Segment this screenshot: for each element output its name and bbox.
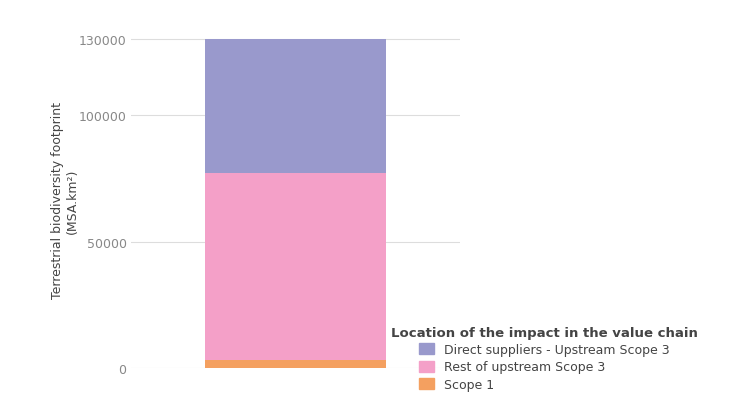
Legend: Direct suppliers - Upstream Scope 3, Rest of upstream Scope 3, Scope 1: Direct suppliers - Upstream Scope 3, Res… <box>388 322 702 395</box>
Y-axis label: Terrestrial biodiversity footprint
(MSA.km²): Terrestrial biodiversity footprint (MSA.… <box>51 102 79 299</box>
Bar <box>205 361 386 368</box>
Bar <box>205 40 386 174</box>
Bar <box>205 174 386 361</box>
